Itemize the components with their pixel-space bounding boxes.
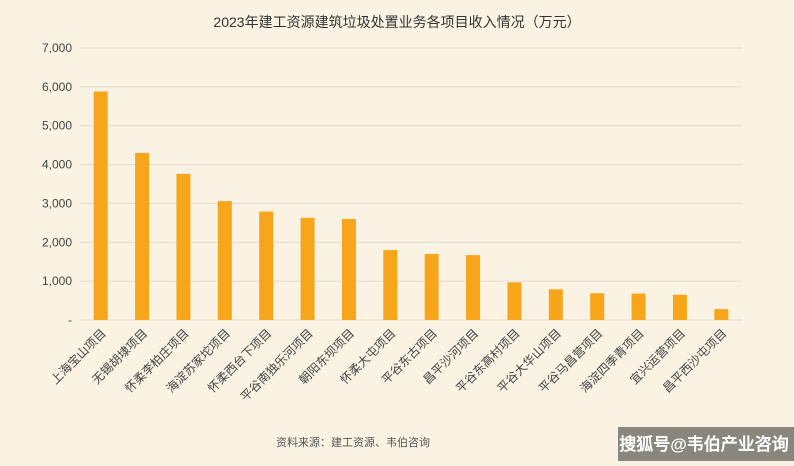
y-tick-label: 6,000: [42, 80, 72, 94]
x-axis-categories: 上海宝山项目无锡胡埭项目怀柔李柏庄项目海淀苏家坨项目怀柔西台下项目平谷南独乐河项…: [47, 326, 729, 404]
bar: [507, 282, 522, 320]
bar: [672, 294, 687, 320]
chart-title: 2023年建工资源建筑垃圾处置业务各项目收入情况（万元）: [213, 14, 580, 30]
bar: [383, 250, 398, 320]
bar: [424, 253, 439, 320]
watermark-backdrop: [618, 427, 794, 461]
bar: [548, 289, 563, 320]
bar: [93, 91, 108, 321]
y-tick-label: 3,000: [42, 196, 72, 210]
bar: [590, 293, 605, 320]
y-tick-label: 1,000: [42, 274, 72, 288]
bar: [631, 293, 646, 320]
bar: [176, 173, 191, 320]
bar: [300, 217, 315, 320]
source-note: 资料来源：建工资源、韦伯咨询: [276, 435, 430, 449]
y-tick-label: 7,000: [42, 41, 72, 55]
y-tick-label: 5,000: [42, 119, 72, 133]
bar: [217, 201, 232, 320]
bar: [135, 152, 150, 320]
y-axis-ticks: - 1,000 2,000 3,000 4,000 5,000 6,000 7,000: [42, 41, 72, 327]
bar: [341, 218, 356, 320]
bar: [714, 309, 729, 320]
bars: [93, 91, 729, 321]
y-tick-label: 4,000: [42, 158, 72, 172]
y-tick-label: 2,000: [42, 235, 72, 249]
y-tick-label: -: [68, 313, 72, 327]
x-category-label: 平谷南独乐河项目: [237, 326, 315, 404]
bar: [259, 211, 274, 320]
watermark: 搜狐号@韦伯产业咨询: [619, 434, 789, 454]
bar: [466, 255, 481, 320]
